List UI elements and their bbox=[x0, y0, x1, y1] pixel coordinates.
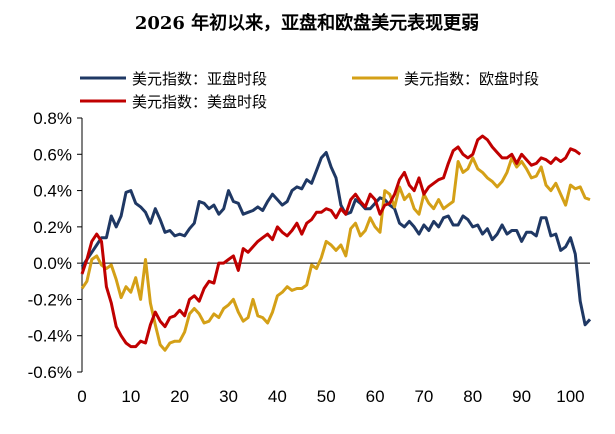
x-tick-label: 90 bbox=[512, 387, 531, 406]
y-tick-label: 0.0% bbox=[33, 254, 72, 273]
x-tick-label: 70 bbox=[414, 387, 433, 406]
series-line-europe bbox=[80, 156, 591, 352]
x-tick-labels: 0 10 20 30 40 50 60 70 80 90 100 bbox=[77, 387, 584, 406]
x-tick-label: 10 bbox=[121, 387, 140, 406]
legend-label-asia: 美元指数：亚盘时段 bbox=[132, 70, 267, 88]
x-tick-label: 40 bbox=[268, 387, 287, 406]
y-tick-label: 0.8% bbox=[33, 109, 72, 128]
x-tick-label: 50 bbox=[317, 387, 336, 406]
x-tick-label: 80 bbox=[463, 387, 482, 406]
y-tick-labels: -0.6% -0.4% -0.2% 0.0% 0.2% 0.4% 0.6% 0.8% bbox=[28, 109, 82, 382]
x-tick-label: 30 bbox=[219, 387, 238, 406]
y-tick-label: 0.4% bbox=[33, 182, 72, 201]
y-tick-label: -0.4% bbox=[28, 327, 72, 346]
legend: 美元指数：亚盘时段 美元指数：欧盘时段 美元指数：美盘时段 bbox=[80, 70, 539, 111]
x-tick-label: 0 bbox=[77, 387, 86, 406]
legend-label-europe: 美元指数：欧盘时段 bbox=[404, 70, 539, 88]
series-line-us bbox=[80, 134, 582, 349]
y-tick-label: -0.6% bbox=[28, 363, 72, 382]
axes bbox=[81, 118, 590, 372]
legend-label-us: 美元指数：美盘时段 bbox=[132, 93, 267, 111]
series-line-asia bbox=[80, 151, 592, 327]
chart-title: 2026 年初以来，亚盘和欧盘美元表现更弱 bbox=[135, 12, 479, 34]
x-tick-label: 100 bbox=[556, 387, 584, 406]
x-tick-label: 60 bbox=[366, 387, 385, 406]
y-tick-label: 0.2% bbox=[33, 218, 72, 237]
y-tick-label: 0.6% bbox=[33, 145, 72, 164]
x-tick-label: 20 bbox=[170, 387, 189, 406]
y-tick-label: -0.2% bbox=[28, 290, 72, 309]
series-lines bbox=[80, 134, 592, 352]
